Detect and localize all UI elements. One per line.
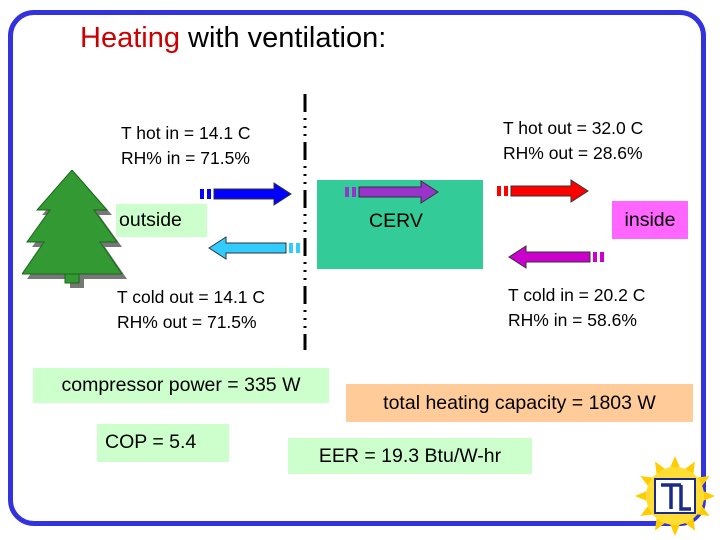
outside-label-box: outside	[116, 204, 207, 237]
inside-rh-out: RH% out = 28.6%	[503, 143, 643, 163]
outside-hot-in-text: T hot in = 14.1 C RH% in = 71.5%	[121, 121, 251, 171]
outside-label: outside	[119, 209, 182, 231]
slide-title: Heating with ventilation:	[80, 22, 386, 55]
outside-in-arrow	[200, 182, 292, 206]
cop-value: COP = 5.4	[105, 431, 197, 453]
compressor-power-box: compressor power = 335 W	[33, 368, 329, 403]
eer-value: EER = 19.3 Btu/W-hr	[318, 444, 502, 467]
cerv-label: CERV	[369, 210, 423, 232]
outside-hot-in: T hot in = 14.1 C	[121, 123, 251, 143]
inside-cold-in-text: T cold in = 20.2 C RH% in = 58.6%	[508, 283, 645, 333]
outside-cold-out-text: T cold out = 14.1 C RH% out = 71.5%	[117, 285, 265, 335]
inside-rh-in: RH% in = 58.6%	[508, 310, 637, 330]
pine-tree-icon	[22, 170, 127, 288]
outside-rh-out: RH% out = 71.5%	[117, 312, 257, 332]
inside-label-box: inside	[612, 201, 688, 239]
heating-capacity-box: total heating capacity = 1803 W	[346, 384, 693, 422]
title-highlight: Heating	[80, 22, 180, 54]
title-rest: with ventilation:	[179, 22, 387, 54]
boundary-divider	[303, 94, 307, 350]
outside-cold-out: T cold out = 14.1 C	[117, 287, 266, 307]
inside-cold-in: T cold in = 20.2 C	[508, 285, 646, 305]
inside-out-arrow	[497, 179, 589, 203]
sun-logo-icon	[635, 456, 715, 536]
inside-hot-out-text: T hot out = 32.0 C RH% out = 28.6%	[503, 116, 643, 166]
outside-rh-in: RH% in = 71.5%	[121, 148, 250, 168]
cerv-unit-box: CERV	[317, 180, 483, 269]
cop-box: COP = 5.4	[97, 424, 229, 462]
compressor-power: compressor power = 335 W	[61, 374, 301, 396]
outside-out-arrow	[208, 236, 300, 260]
cerv-flow-arrow	[345, 180, 439, 204]
inside-in-arrow	[508, 245, 604, 269]
heating-capacity: total heating capacity = 1803 W	[383, 391, 656, 414]
inside-label: inside	[624, 208, 676, 231]
eer-box: EER = 19.3 Btu/W-hr	[288, 438, 532, 474]
inside-hot-out: T hot out = 32.0 C	[503, 118, 644, 138]
